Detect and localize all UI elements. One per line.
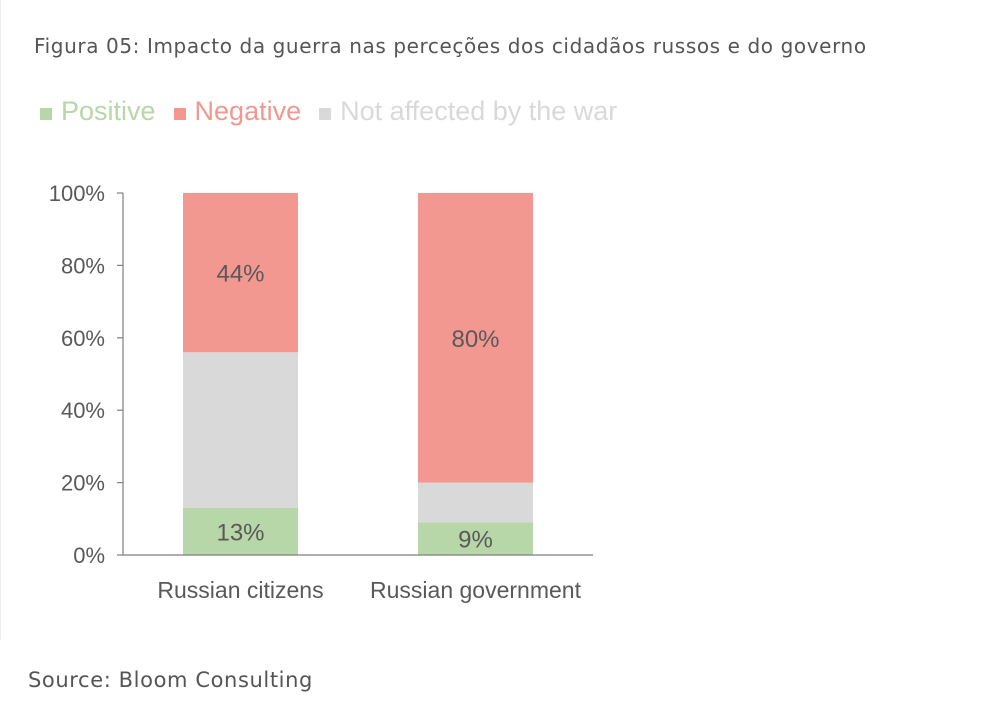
legend-swatch-negative	[173, 107, 186, 120]
legend-item-negative: Negative	[173, 96, 302, 127]
bar-negative-2	[418, 193, 533, 483]
bar-not-affected-by-the-war-2	[418, 482, 533, 523]
bar-positive-1	[183, 507, 298, 555]
legend-label-positive: Positive	[61, 96, 156, 126]
y-tick-label-40: 40%	[61, 398, 105, 423]
y-tick-label-0: 0%	[73, 543, 105, 568]
legend-label-negative: Negative	[194, 96, 302, 126]
y-tick-label-20: 20%	[61, 471, 105, 496]
bar-positive-2	[418, 522, 533, 555]
legend-swatch-not-affected	[319, 107, 332, 120]
data-label-positive-1: 13%	[216, 519, 264, 546]
x-tick-label-2: Russian government	[370, 577, 582, 603]
legend-swatch-positive	[40, 107, 52, 120]
chart-title: Figura 05: Impacto da guerra nas perceçõ…	[34, 34, 867, 58]
y-tick-label-80: 80%	[61, 253, 105, 278]
x-tick-label-1: Russian citizens	[157, 577, 323, 603]
y-tick-label-60: 60%	[61, 326, 105, 351]
legend-label-not-affected: Not affected by the war	[340, 96, 618, 126]
legend-item-not-affected: Not affected by the war	[319, 96, 617, 127]
data-label-positive-2: 9%	[458, 527, 493, 554]
source-note: Source: Bloom Consulting	[28, 668, 313, 692]
data-label-negative-2: 80%	[451, 326, 499, 353]
frame-edge	[0, 0, 1, 640]
bar-not-affected-by-the-war-1	[183, 352, 298, 508]
bar-negative-1	[183, 193, 298, 353]
legend-item-positive: Positive	[40, 96, 156, 127]
chart-legend: Positive Negative Not affected by the wa…	[40, 96, 635, 127]
y-tick-label-100: 100%	[49, 181, 105, 206]
data-label-negative-1: 44%	[216, 261, 264, 288]
